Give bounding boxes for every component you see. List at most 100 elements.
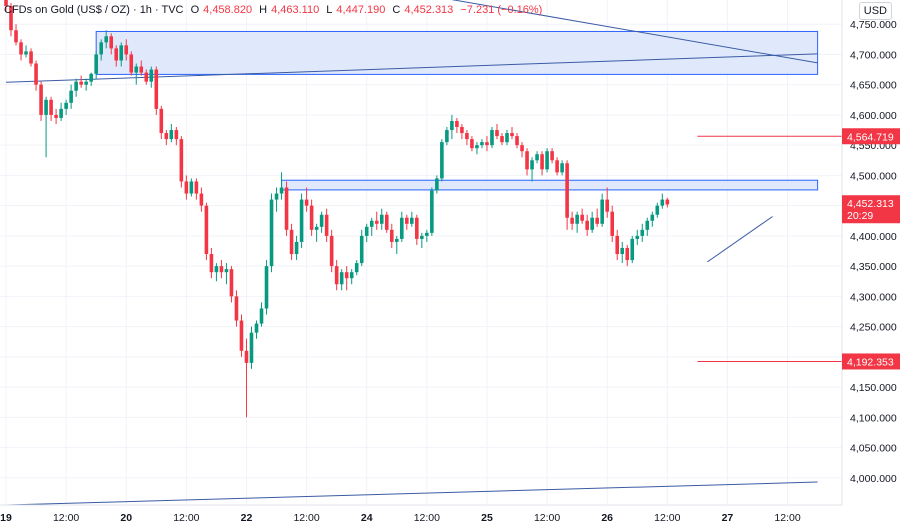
candle-body	[630, 238, 635, 261]
candle-body	[59, 108, 63, 118]
candle-body	[4, 0, 8, 7]
candle-body	[39, 84, 43, 115]
candle-body	[104, 36, 108, 43]
candle-body	[430, 190, 434, 233]
candle-body	[29, 51, 33, 64]
price-marker-lines	[697, 135, 842, 362]
candle-body	[14, 30, 18, 43]
last-price-label: 4,452.313	[847, 198, 894, 210]
price-tick-label: 4,000.000	[850, 473, 897, 485]
candle-body	[505, 133, 509, 143]
time-tick-label: 12:00	[774, 512, 800, 524]
trendline	[707, 216, 773, 263]
candle-body	[354, 263, 359, 273]
candle-body	[615, 235, 620, 255]
candle-body	[655, 205, 660, 215]
price-tick-label: 4,600.000	[850, 110, 897, 122]
candle-body	[189, 181, 194, 194]
candle-body	[369, 220, 374, 227]
candle-body	[109, 36, 114, 49]
candle-body	[440, 142, 444, 179]
candle-body	[294, 241, 299, 255]
price-tick-label: 4,350.000	[850, 261, 897, 273]
candle-body	[64, 102, 68, 109]
open-value: 4,458.820	[203, 4, 253, 16]
close-value: 4,452.313	[404, 4, 454, 16]
candle-body	[394, 238, 399, 242]
candle-body	[259, 308, 264, 324]
candle-body	[229, 269, 234, 297]
candle-body	[234, 296, 239, 321]
countdown-label: 20:29	[847, 210, 873, 222]
high-value: 4,463.110	[271, 4, 320, 16]
candle-body	[49, 99, 53, 115]
candle-body	[44, 99, 48, 115]
candle-body	[54, 114, 58, 118]
candle-body	[650, 214, 655, 221]
candle-body	[134, 66, 139, 73]
candle-body	[384, 214, 389, 230]
candle-body	[585, 220, 589, 230]
candle-body	[349, 272, 354, 279]
candle-body	[490, 130, 494, 146]
candle-body	[339, 272, 344, 285]
candle-body	[314, 226, 319, 230]
candle-body	[460, 127, 464, 134]
candle-body	[580, 214, 584, 221]
low-value: 4,447.190	[336, 4, 386, 16]
candle-body	[169, 130, 174, 140]
time-axis: 19 12:00 20 12:00 22 12:00 24 12:00 25 12:00 26 12:…	[0, 504, 842, 526]
price-tick-label: 4,150.000	[850, 382, 897, 394]
supply-demand-zones	[95, 30, 819, 191]
candle-body	[249, 332, 254, 363]
price-tick-label: 4,750.000	[850, 19, 897, 31]
price-axis: 4,750.0004,700.0004,650.0004,600.0004,55…	[841, 0, 900, 526]
candle-body	[89, 73, 93, 82]
trendline	[5, 481, 818, 506]
candle-body	[99, 42, 103, 55]
candle-body	[540, 154, 544, 170]
candle-body	[254, 323, 259, 333]
candle-body	[510, 133, 514, 137]
candle-body	[24, 51, 28, 55]
candle-body	[139, 66, 144, 73]
time-tick-label: 12:00	[53, 512, 79, 524]
candle-body	[665, 199, 670, 205]
candle-body	[9, 6, 13, 31]
candle-body	[415, 217, 419, 239]
grid	[0, 0, 842, 505]
price-tick-label: 4,100.000	[850, 412, 897, 424]
last-price-badge	[842, 195, 900, 224]
time-axis-bg	[0, 505, 842, 526]
candle-body	[149, 69, 154, 82]
candle-body	[565, 163, 569, 218]
candle-body	[279, 187, 284, 194]
candle-body	[204, 205, 209, 255]
time-tick-label: 12:00	[173, 512, 199, 524]
price-marker-label: 4,564.719	[847, 131, 894, 143]
candle-body	[164, 133, 169, 140]
candle-body	[465, 133, 469, 140]
candle-body	[535, 154, 539, 161]
currency-button[interactable]: USD	[858, 2, 892, 20]
candle-body	[625, 247, 630, 261]
candle-body	[324, 214, 329, 236]
candle-body	[570, 217, 574, 224]
candle-body	[124, 45, 129, 55]
candle-body	[420, 235, 424, 239]
price-tick-label: 4,300.000	[850, 291, 897, 303]
symbol-name[interactable]: CFDs on Gold (US$ / OZ) · 1h · TVC	[4, 4, 184, 16]
candle-body	[214, 266, 219, 273]
candle-body	[590, 217, 594, 230]
time-tick-label: 22	[241, 512, 253, 524]
candle-body	[485, 142, 489, 146]
candle-body	[114, 48, 119, 61]
candle-body	[269, 199, 274, 267]
candle-body	[199, 193, 204, 206]
time-tick-label: 12:00	[293, 512, 319, 524]
candle-body	[194, 181, 199, 194]
price-tick-label: 4,050.000	[850, 443, 897, 455]
candle-body	[560, 163, 564, 173]
